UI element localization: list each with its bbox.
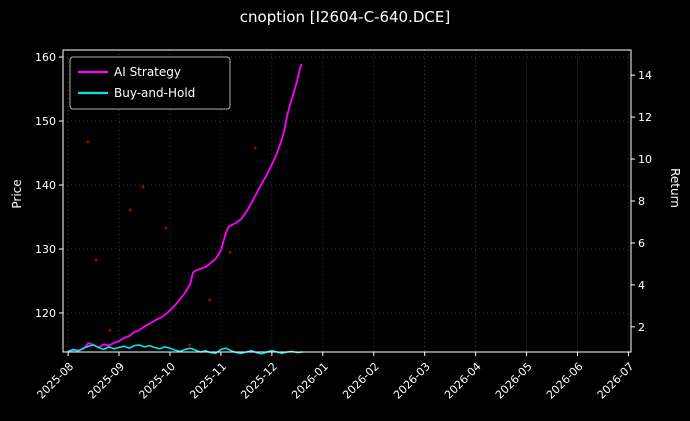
signal-dot <box>208 298 212 302</box>
y-tick-label-right: 14 <box>638 69 652 82</box>
x-tick-label: 2025-10 <box>136 360 178 402</box>
signal-dot <box>108 328 112 332</box>
y-tick-label-right: 8 <box>638 195 645 208</box>
signal-dot <box>228 250 232 254</box>
x-tick-label: 2025-11 <box>187 360 229 402</box>
x-tick-label: 2025-12 <box>238 360 280 402</box>
legend-item-label: AI Strategy <box>114 65 181 79</box>
x-tick-label: 2026-05 <box>493 360 535 402</box>
y-tick-label-left: 120 <box>35 307 56 320</box>
y-tick-label-right: 2 <box>638 321 645 334</box>
signal-dot <box>164 226 168 230</box>
y-tick-label-left: 140 <box>35 179 56 192</box>
y-tick-label-right: 12 <box>638 111 652 124</box>
series-buy-and-hold-line <box>67 344 304 355</box>
signal-dot <box>94 258 98 262</box>
x-tick-label: 2025-09 <box>85 360 127 402</box>
signal-dot <box>128 208 132 212</box>
signal-dot <box>253 146 257 150</box>
signal-dot <box>188 343 192 347</box>
y-tick-label-right: 4 <box>638 279 645 292</box>
x-tick-label: 2026-02 <box>340 360 382 402</box>
chart-title: cnoption [I2604-C-640.DCE] <box>239 8 451 26</box>
y-tick-label-right: 6 <box>638 237 645 250</box>
legend-item-label: Buy-and-Hold <box>114 86 195 100</box>
x-tick-label: 2026-04 <box>442 360 484 402</box>
x-tick-label: 2026-03 <box>391 360 433 402</box>
legend-box <box>69 56 231 110</box>
y-tick-label-left: 160 <box>35 51 56 64</box>
series-ai-strategy-line <box>67 63 303 353</box>
y-tick-label-left: 150 <box>35 115 56 128</box>
x-tick-label: 2026-07 <box>595 360 637 402</box>
y-tick-label-left: 130 <box>35 243 56 256</box>
x-tick-label: 2025-08 <box>35 360 77 402</box>
x-tick-label: 2026-01 <box>289 360 331 402</box>
signal-dot <box>86 140 90 144</box>
x-tick-label: 2026-06 <box>544 360 586 402</box>
signal-dot <box>141 185 145 189</box>
y-tick-label-right: 10 <box>638 153 652 166</box>
